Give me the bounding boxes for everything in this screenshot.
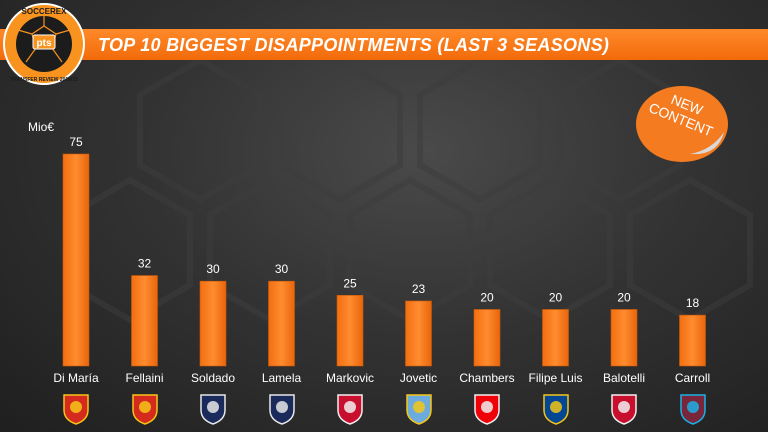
bar-3: [199, 280, 227, 367]
logo-top-text: SOCCEREX: [22, 7, 68, 16]
chart-title: TOP 10 BIGGEST DISAPPOINTMENTS (LAST 3 S…: [98, 35, 610, 55]
category-label: Markovic: [326, 371, 374, 385]
bar-value-label: 20: [480, 290, 494, 304]
bar-5: [336, 295, 364, 367]
category-label: Jovetic: [400, 371, 437, 385]
category-label: Balotelli: [603, 371, 645, 385]
liverpool-crest: [337, 394, 363, 425]
bar-9: [610, 309, 638, 367]
liverpool-crest: [611, 394, 637, 425]
bar-value-label: 30: [206, 262, 220, 276]
bar-6: [405, 300, 432, 367]
chelsea-crest: [542, 394, 569, 425]
man-city-crest: [405, 394, 432, 425]
category-label: Fellaini: [125, 371, 163, 385]
tottenham-crest: [268, 394, 295, 425]
y-axis-unit: Mio€: [28, 120, 55, 134]
logo-bottom-text: TRANSFER REVIEW 2014/15: [10, 77, 78, 83]
bar-value-label: 20: [617, 290, 631, 304]
category-label: Di María: [53, 371, 99, 385]
category-label: Chambers: [459, 371, 514, 385]
man-utd-crest: [63, 394, 89, 425]
bar-2: [131, 275, 158, 367]
bar-value-label: 18: [686, 296, 700, 310]
bar-1: [62, 153, 90, 367]
category-label: Carroll: [675, 371, 710, 385]
man-utd-crest: [131, 394, 158, 425]
bar-value-label: 30: [275, 262, 289, 276]
bar-value-label: 32: [138, 257, 152, 271]
bar-7: [473, 309, 501, 367]
category-label: Filipe Luis: [528, 371, 582, 385]
soccerex-logo: pts SOCCEREX TRANSFER REVIEW 2014/15: [3, 3, 85, 85]
category-label: Lamela: [262, 371, 302, 385]
bar-value-label: 75: [69, 135, 83, 149]
bar-8: [542, 309, 569, 367]
tottenham-crest: [200, 394, 226, 425]
logo-center-text: pts: [37, 38, 52, 49]
bar-10: [679, 314, 706, 367]
title-bar: [0, 29, 768, 60]
new-content-badge: [636, 86, 728, 162]
west-ham-crest: [679, 394, 706, 425]
arsenal-crest: [474, 394, 500, 425]
bar-value-label: 25: [343, 276, 357, 290]
bar-value-label: 23: [412, 282, 426, 296]
bar-value-label: 20: [549, 290, 563, 304]
category-label: Soldado: [191, 371, 235, 385]
bar-4: [268, 280, 295, 367]
